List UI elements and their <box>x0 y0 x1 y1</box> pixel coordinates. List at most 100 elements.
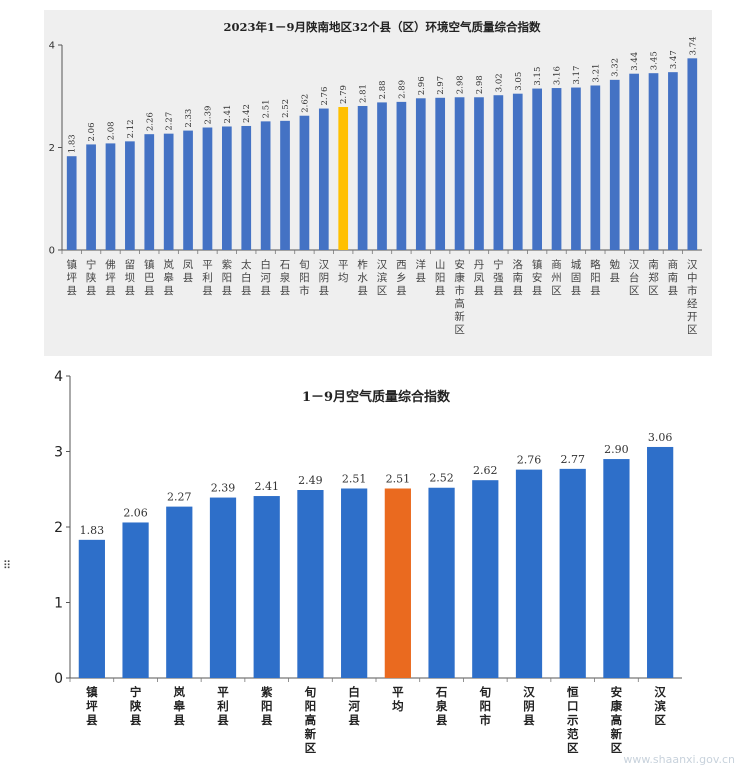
category-label: 商州区 <box>551 258 562 297</box>
bar-value-label: 2.81 <box>359 84 369 103</box>
category-label: 凤县 <box>183 259 194 284</box>
bar-value-label: 2.96 <box>417 76 427 95</box>
category-label: 镇安县 <box>532 258 543 297</box>
y-tick-label: 4 <box>54 369 63 385</box>
chart-bottom-svg: 1－9月空气质量综合指数 0 1 2 3 4 1.83 镇坪县 2.06 宁陕县 2.27 岚皋县 2.… <box>54 369 682 755</box>
category-label: 恒口示范区 <box>566 685 579 755</box>
bar <box>183 130 193 250</box>
bar-value-label: 3.44 <box>630 52 640 71</box>
category-label: 安康高新区 <box>611 685 623 755</box>
category-label: 略阳县 <box>590 258 601 297</box>
bar-average <box>338 107 349 250</box>
category-label: 洋县 <box>416 258 427 284</box>
category-label: 山阳县 <box>435 259 446 297</box>
bar <box>260 121 271 250</box>
bar <box>341 488 368 678</box>
bar <box>66 156 77 250</box>
bar <box>629 73 639 250</box>
bar-value-label: 2.49 <box>298 474 323 487</box>
bar-value-label: 2.27 <box>165 112 175 131</box>
category-label: 平利县 <box>216 685 229 727</box>
category-label: 洛南县 <box>513 258 524 297</box>
bar <box>396 101 407 250</box>
category-label: 汉中市经开区 <box>687 259 698 336</box>
bar <box>166 506 193 678</box>
category-label: 岚皋县 <box>163 259 174 297</box>
bar-value-label: 2.41 <box>223 105 233 124</box>
bar <box>590 85 601 250</box>
category-label: 石泉县 <box>435 685 448 727</box>
bar-value-label: 2.12 <box>126 119 136 138</box>
category-label: 岚皋县 <box>174 685 186 727</box>
bar <box>122 522 149 678</box>
bar-value-label: 3.21 <box>591 64 601 83</box>
category-label: 宁陕县 <box>130 685 142 727</box>
bar-value-label: 2.42 <box>242 104 252 123</box>
bar-value-label: 2.97 <box>436 76 446 95</box>
bar-value-label: 2.62 <box>300 94 310 113</box>
y-tick-label: 0 <box>54 671 63 687</box>
category-label: 留坝县 <box>125 258 136 297</box>
bar-value-label: 2.51 <box>262 99 272 118</box>
bar-value-label: 2.98 <box>475 75 485 94</box>
bar <box>105 143 116 250</box>
bar-value-label: 2.52 <box>429 472 454 485</box>
bar <box>297 490 324 678</box>
y-tick-label: 2 <box>49 143 55 154</box>
bar <box>241 125 252 250</box>
bar-value-label: 2.79 <box>339 85 349 104</box>
bar <box>603 459 630 678</box>
bar-average <box>384 488 411 678</box>
bar-value-label: 3.02 <box>494 73 504 92</box>
category-label: 镇巴县 <box>144 258 155 297</box>
category-label: 安康市高新区 <box>454 258 465 336</box>
category-label: 太白县 <box>241 258 252 297</box>
category-label: 汉阴县 <box>523 685 535 727</box>
bar <box>163 133 174 250</box>
chart-title: 2023年1－9月陕南地区32个县（区）环境空气质量综合指数 <box>223 20 541 34</box>
category-label: 柞水县 <box>357 258 368 297</box>
bar <box>609 79 620 250</box>
y-tick-label: 0 <box>49 246 55 257</box>
category-label: 紫阳县 <box>222 259 233 297</box>
category-label: 紫阳县 <box>261 685 273 727</box>
bar-value-label: 2.51 <box>386 472 411 485</box>
bar-value-label: 2.26 <box>145 112 155 131</box>
category-label: 丹凤县 <box>474 259 485 297</box>
category-label: 宁强县 <box>493 258 504 297</box>
category-label: 商南县 <box>668 258 679 297</box>
bar <box>415 98 426 250</box>
bar <box>515 469 543 678</box>
bar-value-label: 2.76 <box>320 87 330 106</box>
bar <box>559 468 586 678</box>
category-label: 宁陕县 <box>86 258 97 297</box>
category-label: 平利县 <box>202 259 213 297</box>
category-label: 城固县 <box>571 259 582 297</box>
bar-value-label: 2.06 <box>87 122 97 141</box>
bar-value-label: 2.76 <box>517 454 542 467</box>
bar <box>209 497 237 678</box>
bar <box>647 446 674 678</box>
bar <box>512 93 523 250</box>
category-label: 汉滨区 <box>654 685 666 727</box>
category-label: 汉台区 <box>629 259 640 297</box>
bar-value-label: 2.39 <box>211 482 236 495</box>
bar <box>78 539 105 678</box>
bar <box>532 88 542 250</box>
category-label: 勉县 <box>609 258 620 284</box>
bar <box>202 127 213 250</box>
chart-top-svg: 2023年1－9月陕南地区32个县（区）环境空气质量综合指数 0 2 4 1.83 镇坪县… <box>49 20 702 336</box>
side-handle-icon: ⠿ <box>3 559 12 572</box>
category-label: 镇坪县 <box>66 258 77 297</box>
bar <box>222 126 232 250</box>
bar <box>299 115 310 250</box>
bar-value-label: 2.77 <box>560 453 585 466</box>
bar-value-label: 1.83 <box>80 524 105 537</box>
bar <box>687 58 698 251</box>
bar-value-label: 3.16 <box>553 66 563 85</box>
category-label: 旬阳市 <box>299 258 310 297</box>
category-label: 石泉县 <box>280 259 291 297</box>
category-label: 佛坪县 <box>105 258 116 297</box>
bar <box>648 73 659 250</box>
bar <box>318 108 329 250</box>
